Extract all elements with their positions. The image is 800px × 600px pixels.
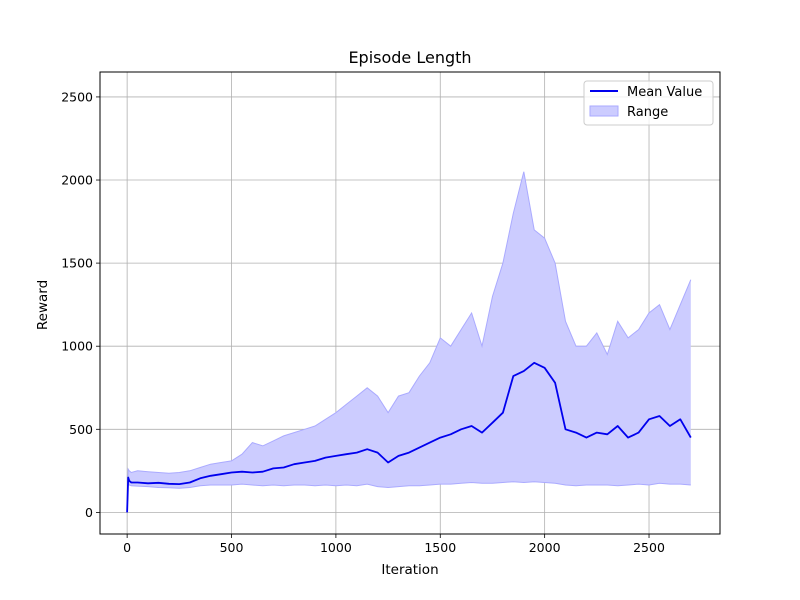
range-band	[127, 171, 691, 513]
legend-range-label: Range	[627, 105, 668, 120]
y-axis-ticks: 0 500 1000 1500 2000 2500	[61, 89, 100, 520]
range-lower-edge	[126, 481, 691, 513]
x-tick-label: 1500	[424, 540, 456, 555]
y-tick-label: 2500	[61, 89, 93, 104]
range-upper-edge	[126, 171, 692, 513]
grid-lines	[100, 72, 720, 534]
range-band-layer	[126, 171, 692, 513]
legend: Mean Value Range	[583, 80, 714, 126]
y-tick-label: 2000	[61, 173, 93, 188]
x-tick-label: 2500	[633, 540, 665, 555]
x-tick-label: 1000	[320, 540, 352, 555]
x-tick-label: 0	[123, 540, 131, 555]
plot-frame	[99, 71, 721, 535]
y-tick-label: 500	[69, 422, 93, 437]
x-tick-label: 500	[220, 540, 244, 555]
x-axis-ticks: 0 500 1000 1500 2000 2500	[123, 534, 665, 555]
y-tick-label: 0	[85, 505, 93, 520]
x-tick-label: 2000	[529, 540, 561, 555]
legend-range-swatch	[589, 105, 619, 117]
mean-value-line	[126, 361, 692, 513]
y-axis-label: Reward	[35, 280, 51, 330]
y-tick-label: 1000	[61, 339, 93, 354]
chart-title: Episode Length	[348, 48, 471, 67]
x-axis-label: Iteration	[381, 562, 438, 578]
y-tick-label: 1500	[61, 256, 93, 271]
legend-mean-label: Mean Value	[627, 85, 702, 100]
mean-line-layer	[126, 361, 692, 513]
